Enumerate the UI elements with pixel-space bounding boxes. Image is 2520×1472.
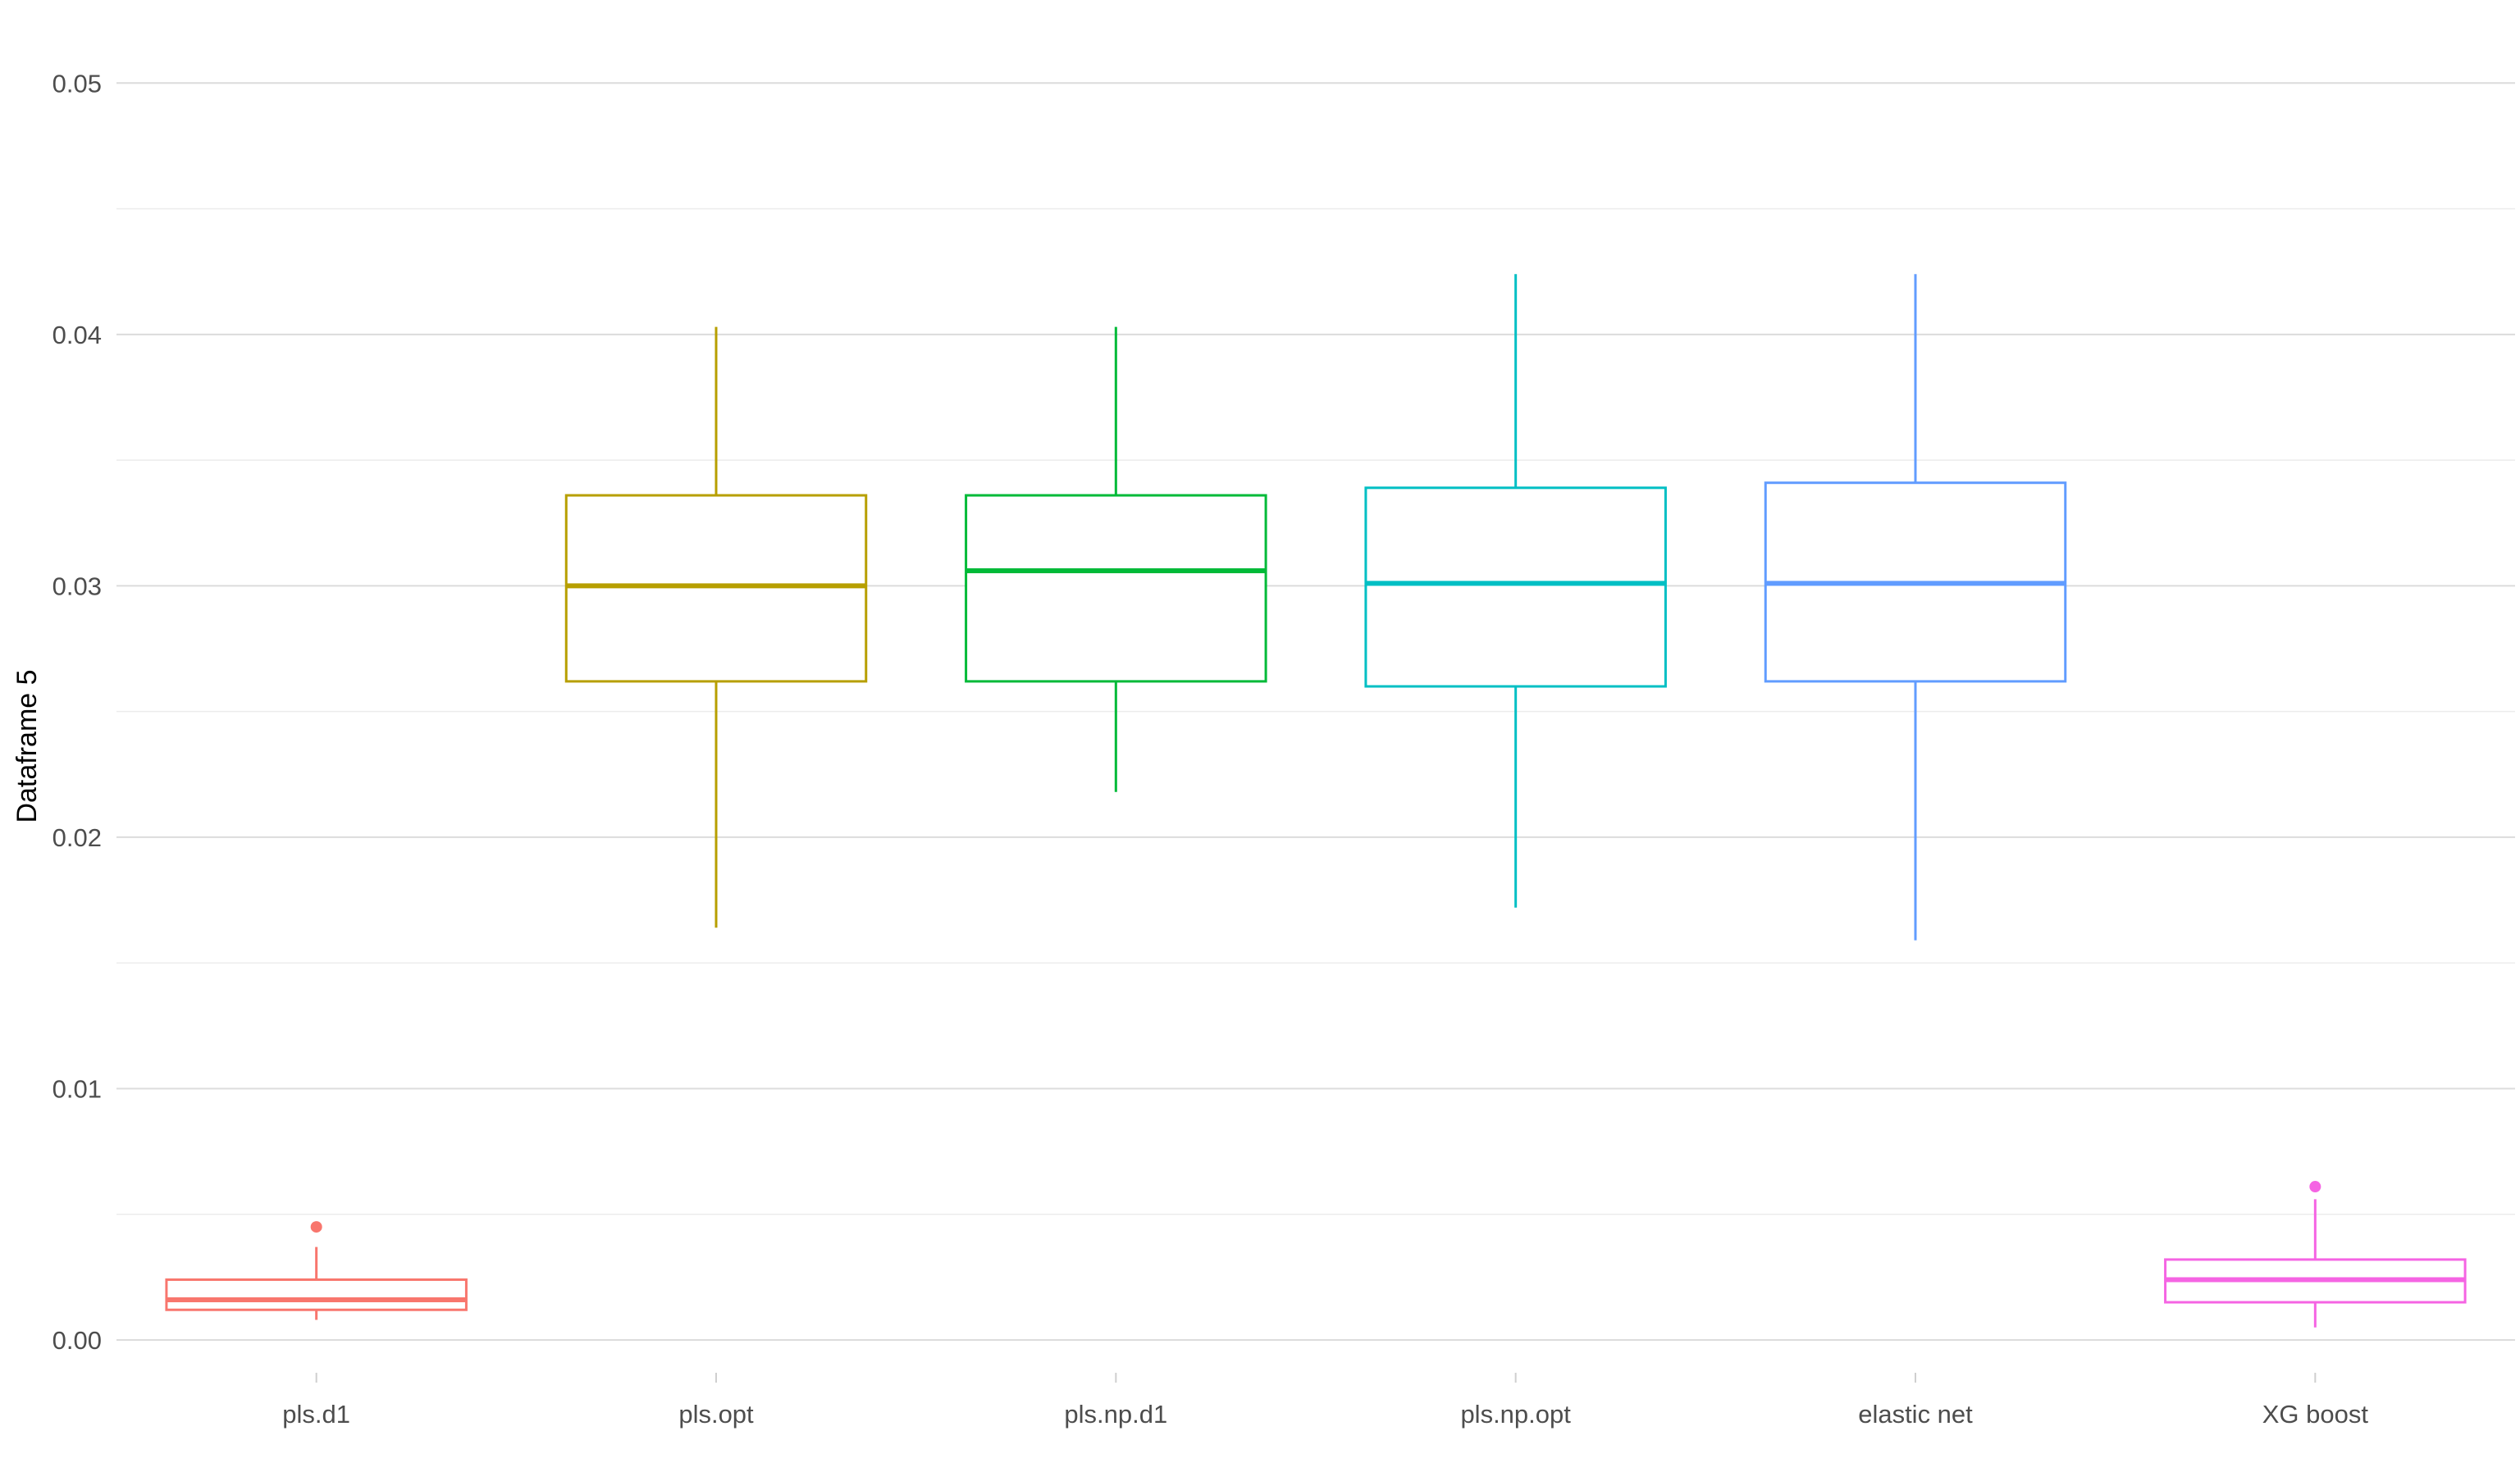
- x-tick-label: pls.np.d1: [1064, 1400, 1167, 1429]
- y-tick-labels: 0.00 0.01 0.02 0.03 0.04 0.05: [52, 69, 102, 1355]
- iqr-box: [564, 494, 868, 683]
- box-0: [165, 1221, 468, 1320]
- iqr-box: [965, 494, 1267, 683]
- y-tick-label: 0.03: [52, 572, 102, 600]
- y-tick-label: 0.01: [52, 1074, 102, 1103]
- grid-lines: [116, 82, 2515, 1342]
- x-tick-label: XG boost: [2262, 1400, 2369, 1429]
- y-axis-title: Dataframe 5: [11, 669, 43, 823]
- x-tick-label: pls.np.opt: [1460, 1400, 1571, 1429]
- box-3: [1364, 274, 1667, 908]
- box-2: [965, 326, 1267, 792]
- iqr-box: [1364, 486, 1667, 688]
- x-tick-label: pls.opt: [678, 1400, 754, 1429]
- y-tick-label: 0.00: [52, 1326, 102, 1355]
- iqr-box: [165, 1278, 468, 1311]
- box-4: [1764, 274, 2067, 941]
- y-tick-label: 0.02: [52, 823, 102, 852]
- x-tick-label: elastic net: [1858, 1400, 1973, 1429]
- y-tick-label: 0.05: [52, 69, 102, 98]
- y-tick-label: 0.04: [52, 321, 102, 349]
- outlier-point: [310, 1221, 322, 1233]
- x-tick-labels: pls.d1 pls.opt pls.np.d1 pls.np.opt elastic …: [282, 1373, 2368, 1429]
- x-tick-label: pls.d1: [282, 1400, 350, 1429]
- box-5: [2164, 1181, 2467, 1328]
- outlier-point: [2309, 1181, 2321, 1193]
- boxes: [165, 274, 2467, 1328]
- box-1: [564, 326, 868, 928]
